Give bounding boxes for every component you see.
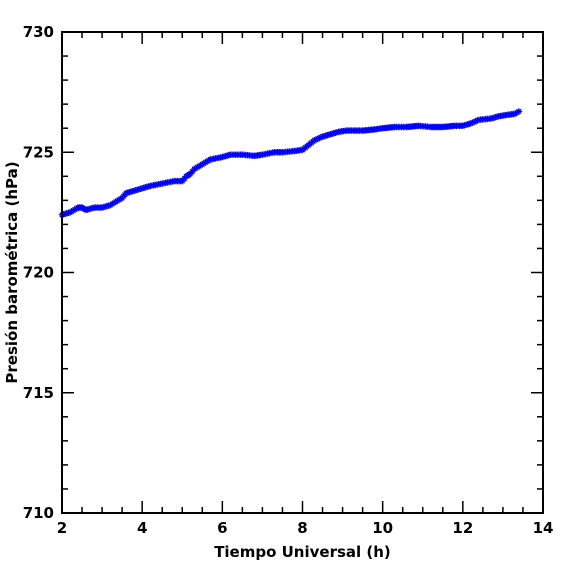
x-tick-label: 4 — [137, 519, 147, 537]
x-tick-labels: 2 4 6 8 10 12 14 — [57, 519, 554, 537]
data-point — [312, 136, 320, 143]
data-point — [467, 120, 475, 127]
y-tick-label: 710 — [23, 504, 54, 522]
y-tick-label: 715 — [23, 384, 54, 402]
data-point — [472, 118, 479, 125]
axis-ticks — [61, 31, 544, 514]
x-tick-label: 2 — [57, 519, 67, 537]
data-point — [317, 134, 325, 141]
x-tick-label: 14 — [533, 519, 554, 537]
series-points — [58, 108, 523, 218]
data-point — [470, 118, 478, 126]
y-tick-label: 725 — [23, 143, 54, 161]
x-tick-label: 8 — [297, 519, 307, 537]
data-point — [469, 119, 476, 126]
data-point — [474, 117, 481, 124]
x-tick-label: 6 — [217, 519, 227, 537]
x-tick-label: 10 — [372, 519, 393, 537]
y-axis-title: Presión barométrica (hPa) — [3, 161, 21, 383]
x-tick-label: 12 — [452, 519, 473, 537]
y-tick-label: 730 — [23, 23, 54, 41]
x-axis-title: Tiempo Universal (h) — [214, 543, 391, 561]
data-point — [311, 137, 318, 144]
y-tick-label: 720 — [23, 264, 54, 282]
y-tick-labels: 710 715 720 725 730 — [23, 23, 54, 522]
plot-frame — [61, 31, 544, 514]
data-point — [314, 135, 321, 142]
data-point — [515, 108, 523, 115]
data-point — [316, 134, 323, 142]
